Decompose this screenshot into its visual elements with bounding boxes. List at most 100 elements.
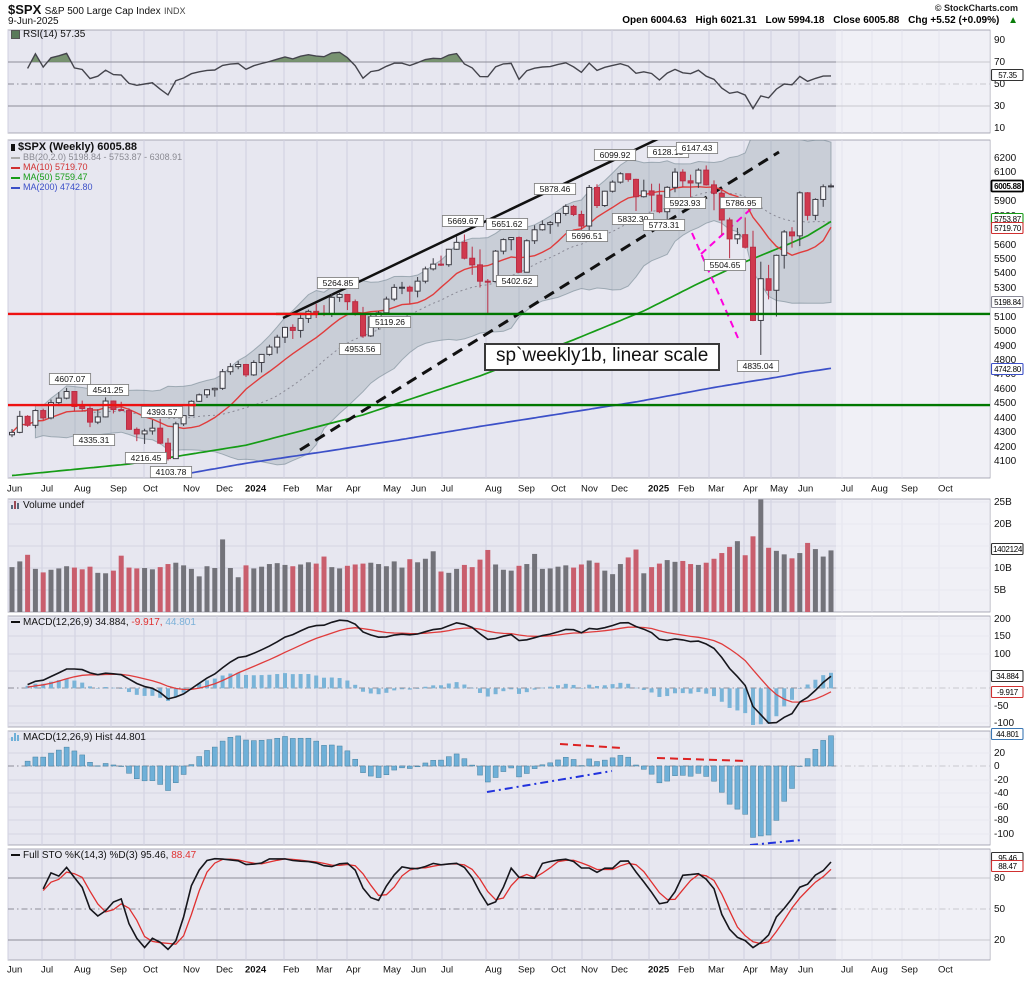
- month-label: Oct: [551, 965, 566, 976]
- price-label: 4393.57: [140, 406, 184, 418]
- month-label: Jul: [41, 965, 53, 976]
- svg-text:5696.51: 5696.51: [572, 231, 603, 241]
- month-label: Feb: [283, 965, 299, 976]
- month-label: May: [383, 965, 401, 976]
- month-label: Dec: [216, 965, 233, 976]
- month-label: Sep: [901, 484, 918, 495]
- axis-tick: 200: [994, 614, 1011, 625]
- axis-tick: -20: [994, 775, 1009, 786]
- svg-text:4393.57: 4393.57: [147, 407, 178, 417]
- axis-tick: 4600: [994, 384, 1017, 395]
- axis-tick: -60: [994, 802, 1009, 813]
- price-label: 4216.45: [124, 452, 168, 464]
- month-label: Aug: [871, 965, 888, 976]
- svg-text:1402124: 1402124: [993, 545, 1023, 554]
- svg-text:5119.26: 5119.26: [375, 317, 405, 327]
- month-label: 2024: [245, 484, 267, 495]
- month-label: Jul: [41, 484, 53, 495]
- month-label: Jul: [441, 484, 453, 495]
- axis-value-box: 44.801: [990, 727, 1024, 741]
- svg-text:4541.25: 4541.25: [93, 385, 124, 395]
- month-label: Oct: [938, 484, 953, 495]
- svg-text:4103.78: 4103.78: [156, 467, 187, 477]
- price-label: 4335.31: [72, 434, 116, 446]
- axis-tick: 5000: [994, 326, 1017, 337]
- axis-value-box: 88.47: [990, 859, 1024, 873]
- month-label: Aug: [871, 484, 888, 495]
- month-label: Mar: [316, 965, 332, 976]
- month-label: Sep: [110, 965, 127, 976]
- price-label: 5773.31: [642, 219, 686, 231]
- annotation-note: sp`weekly1b, linear scale: [484, 343, 721, 371]
- month-label: Jul: [841, 965, 853, 976]
- axis-tick: 50: [994, 904, 1006, 915]
- month-label: May: [383, 484, 401, 495]
- month-label: Dec: [611, 965, 628, 976]
- axis-tick: 4300: [994, 427, 1017, 438]
- svg-text:5198.84: 5198.84: [994, 298, 1022, 307]
- month-label: Oct: [938, 965, 953, 976]
- month-label: Mar: [708, 965, 724, 976]
- ma10-line: [11, 185, 832, 433]
- month-label: Apr: [743, 484, 758, 495]
- axis-tick: 30: [994, 101, 1006, 112]
- svg-text:5504.65: 5504.65: [710, 260, 741, 270]
- axis-tick: 4900: [994, 341, 1017, 352]
- month-label: Oct: [551, 484, 566, 495]
- divergence-line: [486, 770, 613, 793]
- divergence-line: [656, 757, 748, 762]
- axis-tick: 5300: [994, 283, 1017, 294]
- svg-text:6147.43: 6147.43: [682, 143, 713, 153]
- divergence-line: [559, 743, 623, 749]
- month-label: Apr: [346, 484, 361, 495]
- axis-tick: 90: [994, 35, 1006, 46]
- price-label: 6147.43: [675, 142, 719, 154]
- svg-text:57.35: 57.35: [998, 71, 1017, 80]
- month-label: Feb: [678, 965, 694, 976]
- axis-tick: 10B: [994, 563, 1012, 574]
- svg-text:88.47: 88.47: [998, 862, 1017, 871]
- axis-tick: 5500: [994, 254, 1017, 265]
- month-label: Mar: [708, 484, 724, 495]
- macd-signal-line: [27, 626, 832, 703]
- month-label: Aug: [74, 965, 91, 976]
- price-label: 5504.65: [703, 259, 747, 271]
- axis-tick: 25B: [994, 497, 1012, 508]
- price-label: 5119.26: [368, 316, 412, 328]
- price-label: 5651.62: [485, 218, 529, 230]
- month-label: Nov: [581, 484, 598, 495]
- axis-tick: 4500: [994, 398, 1017, 409]
- svg-text:4216.45: 4216.45: [131, 453, 162, 463]
- axis-tick: 4200: [994, 442, 1017, 453]
- month-label: Jun: [7, 484, 22, 495]
- axis-tick: 5B: [994, 585, 1007, 596]
- price-label: 5264.85: [316, 277, 360, 289]
- month-label: Sep: [110, 484, 127, 495]
- month-label: Mar: [316, 484, 332, 495]
- month-label: 2025: [648, 484, 670, 495]
- svg-text:-9.917: -9.917: [997, 688, 1019, 697]
- axis-value-box: 5719.70: [990, 221, 1024, 235]
- svg-text:34.884: 34.884: [996, 672, 1020, 681]
- price-label: 4103.78: [149, 466, 193, 478]
- axis-value-box: 4742.80: [990, 362, 1024, 376]
- price-label: 5832.30: [611, 213, 655, 225]
- month-label: Apr: [346, 965, 361, 976]
- axis-value-box: -9.917: [990, 685, 1024, 699]
- axis-tick: -80: [994, 815, 1009, 826]
- svg-text:5773.31: 5773.31: [649, 220, 680, 230]
- volume-bars: [9, 499, 834, 612]
- axis-tick: -100: [994, 829, 1014, 840]
- month-label: Oct: [143, 484, 158, 495]
- month-label: May: [770, 965, 788, 976]
- svg-text:6099.92: 6099.92: [600, 150, 631, 160]
- svg-text:5923.93: 5923.93: [670, 198, 701, 208]
- axis-tick: 0: [994, 761, 1000, 772]
- axis-tick: -40: [994, 788, 1009, 799]
- axis-tick: 4800: [994, 355, 1017, 366]
- price-label: 4607.07: [48, 373, 92, 385]
- sto-k-line: [42, 857, 832, 951]
- axis-tick: 20: [994, 935, 1006, 946]
- svg-text:5719.70: 5719.70: [994, 224, 1022, 233]
